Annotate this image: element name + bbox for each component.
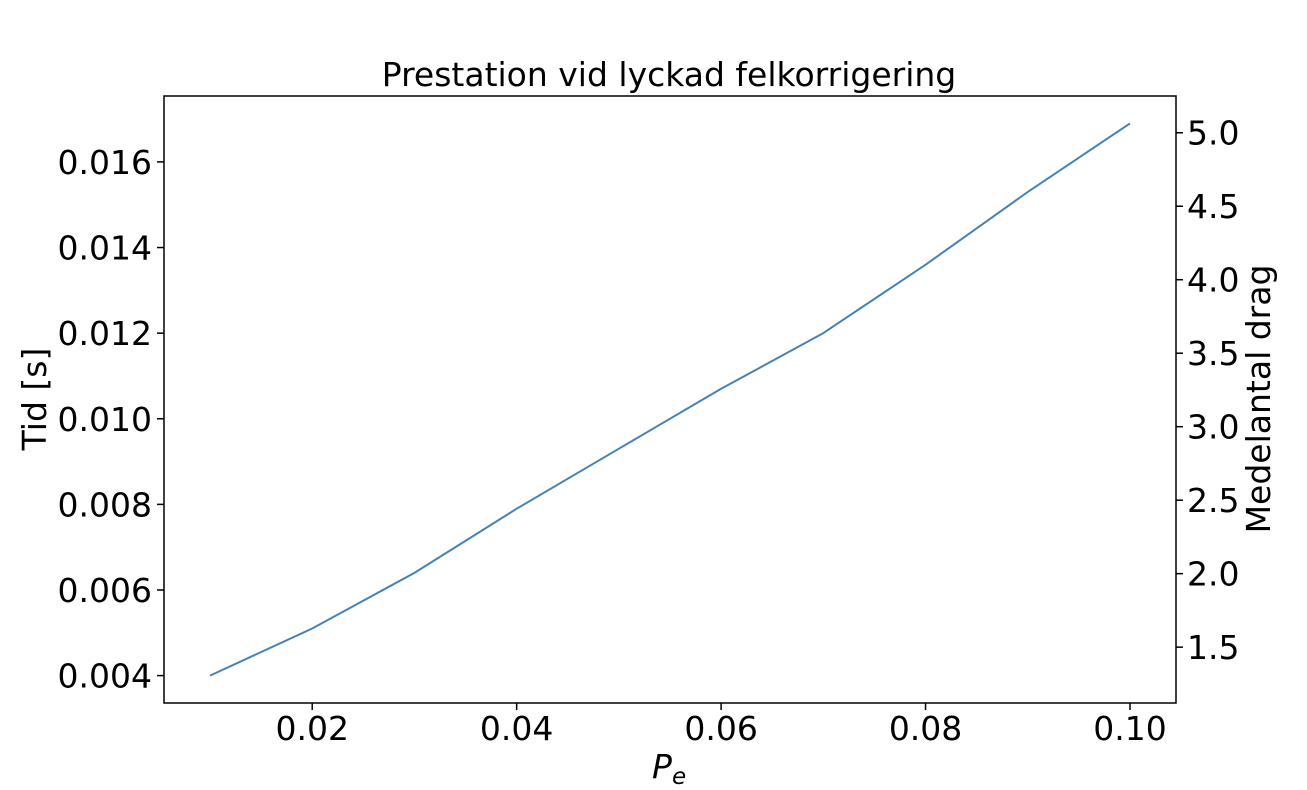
y-tick-label: 0.006 (58, 571, 152, 610)
x-axis-label: P e (652, 747, 686, 790)
y2-tick-label: 4.5 (1187, 187, 1239, 226)
x-tick-label: 0.10 (1093, 709, 1166, 748)
y2-tick-label: 4.0 (1187, 261, 1239, 300)
x-tick-label: 0.06 (684, 709, 757, 748)
x-tick-label: 0.08 (889, 709, 962, 748)
x-axis-label-main: P (652, 747, 672, 786)
y-tick-label: 0.010 (58, 400, 152, 439)
x-axis-label-subscript: e (672, 764, 686, 790)
y2-axis-label: Medelantal drag (1239, 265, 1278, 534)
series-layer (209, 122, 1131, 677)
y2-tick-label: 2.5 (1187, 481, 1239, 520)
x-tick-label: 0.02 (275, 709, 348, 748)
x-tick-label: 0.04 (480, 709, 553, 748)
y-tick-label: 0.004 (58, 657, 152, 696)
y2-axis-ticks: 1.5 2.0 2.5 3.0 3.5 4.0 4.5 5.0 (1176, 114, 1239, 667)
y-axis-ticks: 0.004 0.006 0.008 0.010 0.012 0.014 0.016 (58, 143, 164, 696)
y-tick-label: 0.014 (58, 229, 152, 268)
series-line (209, 122, 1131, 677)
y-tick-label: 0.016 (58, 143, 152, 182)
plot-frame (163, 95, 1177, 704)
y2-tick-label: 1.5 (1187, 628, 1239, 667)
chart-title: Prestation vid lyckad felkorrigering (382, 55, 956, 94)
y2-tick-label: 2.0 (1187, 555, 1239, 594)
y2-tick-label: 3.5 (1187, 334, 1239, 373)
x-axis-ticks: 0.02 0.04 0.06 0.08 0.10 (275, 703, 1167, 748)
y-axis-label: Tid [s] (15, 348, 54, 452)
y2-tick-label: 3.0 (1187, 408, 1239, 447)
y-tick-label: 0.008 (58, 485, 152, 524)
y2-tick-label: 5.0 (1187, 114, 1239, 153)
y-tick-label: 0.012 (58, 314, 152, 353)
